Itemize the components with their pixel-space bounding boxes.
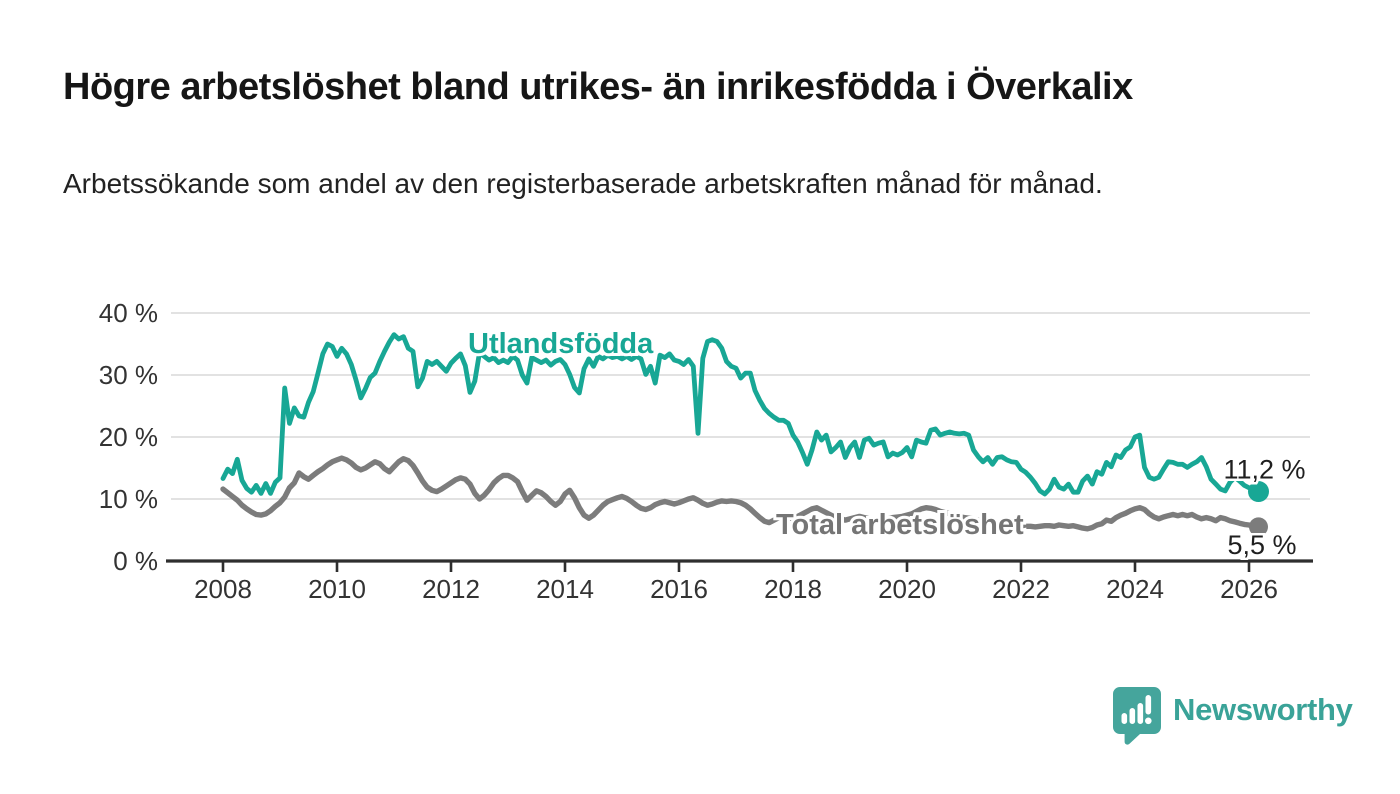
series-end-dot <box>1249 517 1268 537</box>
x-axis-tick-label: 2008 <box>194 574 252 604</box>
series-end-dot <box>1248 481 1269 503</box>
y-axis-tick-label: 20 % <box>99 422 158 452</box>
series-line-total-arbetsloshet <box>220 455 1262 532</box>
newsworthy-logo: Newsworthy <box>1112 686 1353 746</box>
series-end-value-label: 5,5 % <box>1228 530 1297 560</box>
y-axis-tick-label: 30 % <box>99 360 158 390</box>
y-axis-tick-label: 0 % <box>113 546 158 576</box>
x-axis-tick-label: 2020 <box>878 574 936 604</box>
y-axis-tick-label: 40 % <box>99 298 158 328</box>
newsworthy-logo-text: Newsworthy <box>1173 692 1353 727</box>
x-axis-tick-label: 2014 <box>536 574 594 604</box>
series-label-total-arbetsloshet: Total arbetslöshet <box>776 509 1024 541</box>
series-line-utlandsfodda <box>220 332 1261 497</box>
x-axis-tick-label: 2022 <box>992 574 1050 604</box>
page-title: Högre arbetslöshet bland utrikes- än inr… <box>63 66 1133 108</box>
x-axis-tick-label: 2024 <box>1106 574 1164 604</box>
x-axis-tick-label: 2018 <box>764 574 822 604</box>
x-axis-tick-label: 2026 <box>1220 574 1278 604</box>
x-axis-tick-label: 2016 <box>650 574 708 604</box>
y-axis-tick-label: 10 % <box>99 484 158 514</box>
chart-subtitle: Arbetssökande som andel av den registerb… <box>63 168 1103 199</box>
series-end-value-label: 11,2 % <box>1224 455 1306 485</box>
x-axis-tick-label: 2012 <box>422 574 480 604</box>
series-label-utlandsfodda: Utlandsfödda <box>468 328 654 360</box>
newsworthy-logo-icon <box>1113 687 1161 745</box>
x-axis-tick-label: 2010 <box>308 574 366 604</box>
